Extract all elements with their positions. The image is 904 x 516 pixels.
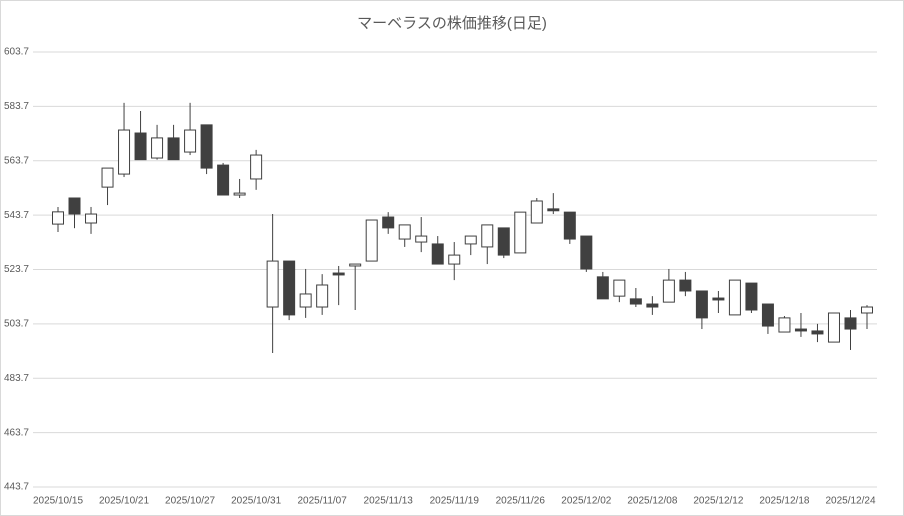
candle-body: [283, 260, 296, 316]
y-tick-label: 443.7: [4, 482, 29, 493]
candle-body: [233, 192, 246, 196]
candle-body: [266, 260, 279, 308]
candle-body: [101, 167, 114, 188]
candle-body: [596, 276, 609, 300]
candle-body: [613, 279, 626, 297]
candle-body: [728, 279, 741, 316]
candle-body: [646, 303, 659, 308]
candle-body: [151, 137, 164, 159]
y-tick-label: 543.7: [4, 210, 29, 221]
candle-body: [861, 306, 873, 314]
candle-body: [250, 154, 263, 180]
candle-body: [464, 235, 477, 245]
candle-body: [217, 164, 230, 196]
candle-body: [679, 279, 692, 292]
candle-body: [580, 235, 593, 270]
candle-body: [332, 272, 345, 276]
candle-body: [184, 129, 197, 153]
candle-body: [448, 254, 461, 265]
candle-body: [778, 317, 791, 333]
x-tick-label: 2025/10/31: [231, 496, 281, 507]
candle-body: [398, 224, 411, 240]
candle-body: [662, 279, 675, 303]
candle-body: [712, 297, 725, 301]
candle-body: [365, 219, 378, 262]
y-tick-label: 583.7: [4, 101, 29, 112]
x-tick-label: 2025/12/18: [759, 496, 809, 507]
candle-body: [695, 290, 708, 319]
candle-body: [547, 208, 560, 212]
candle-body: [530, 200, 543, 224]
candle-body: [431, 243, 444, 265]
chart-title: マーベラスの株価推移(日足): [357, 15, 547, 32]
x-tick-label: 2025/11/07: [298, 496, 348, 507]
candle-body: [382, 216, 395, 229]
y-tick-label: 563.7: [4, 155, 29, 166]
candle-body: [514, 211, 527, 254]
candle-body: [745, 282, 758, 311]
x-tick-label: 2025/12/24: [825, 496, 875, 507]
x-tick-label: 2025/11/26: [496, 496, 546, 507]
candle-body: [497, 227, 510, 256]
x-tick-label: 2025/12/08: [627, 496, 677, 507]
candle-body: [827, 312, 840, 343]
x-tick-label: 2025/10/15: [33, 496, 83, 507]
candle-body: [200, 124, 213, 169]
y-tick-label: 463.7: [4, 427, 29, 438]
candle-body: [85, 213, 98, 224]
candle-body: [794, 328, 807, 332]
x-tick-label: 2025/11/13: [364, 496, 414, 507]
candle-body: [481, 224, 494, 248]
candle-body: [52, 211, 64, 225]
candle-body: [316, 284, 329, 308]
x-tick-label: 2025/12/02: [561, 496, 611, 507]
candle-body: [299, 293, 312, 308]
candle-body: [761, 303, 774, 327]
candle-body: [167, 137, 180, 161]
candle-body: [134, 132, 147, 161]
candle-body: [811, 330, 824, 335]
x-tick-label: 2025/10/27: [165, 496, 215, 507]
candle-body: [629, 298, 642, 305]
candle-body: [563, 211, 576, 240]
y-tick-label: 483.7: [4, 373, 29, 384]
candle-body: [349, 263, 362, 267]
candle-body: [844, 317, 857, 330]
x-tick-label: 2025/11/19: [430, 496, 480, 507]
candle-body: [68, 197, 81, 215]
x-tick-label: 2025/12/12: [693, 496, 743, 507]
candle-body: [415, 235, 428, 243]
x-tick-label: 2025/10/21: [99, 496, 149, 507]
y-tick-label: 503.7: [4, 319, 29, 330]
candle-body: [118, 129, 131, 175]
y-tick-label: 523.7: [4, 264, 29, 275]
y-tick-label: 603.7: [4, 47, 29, 58]
